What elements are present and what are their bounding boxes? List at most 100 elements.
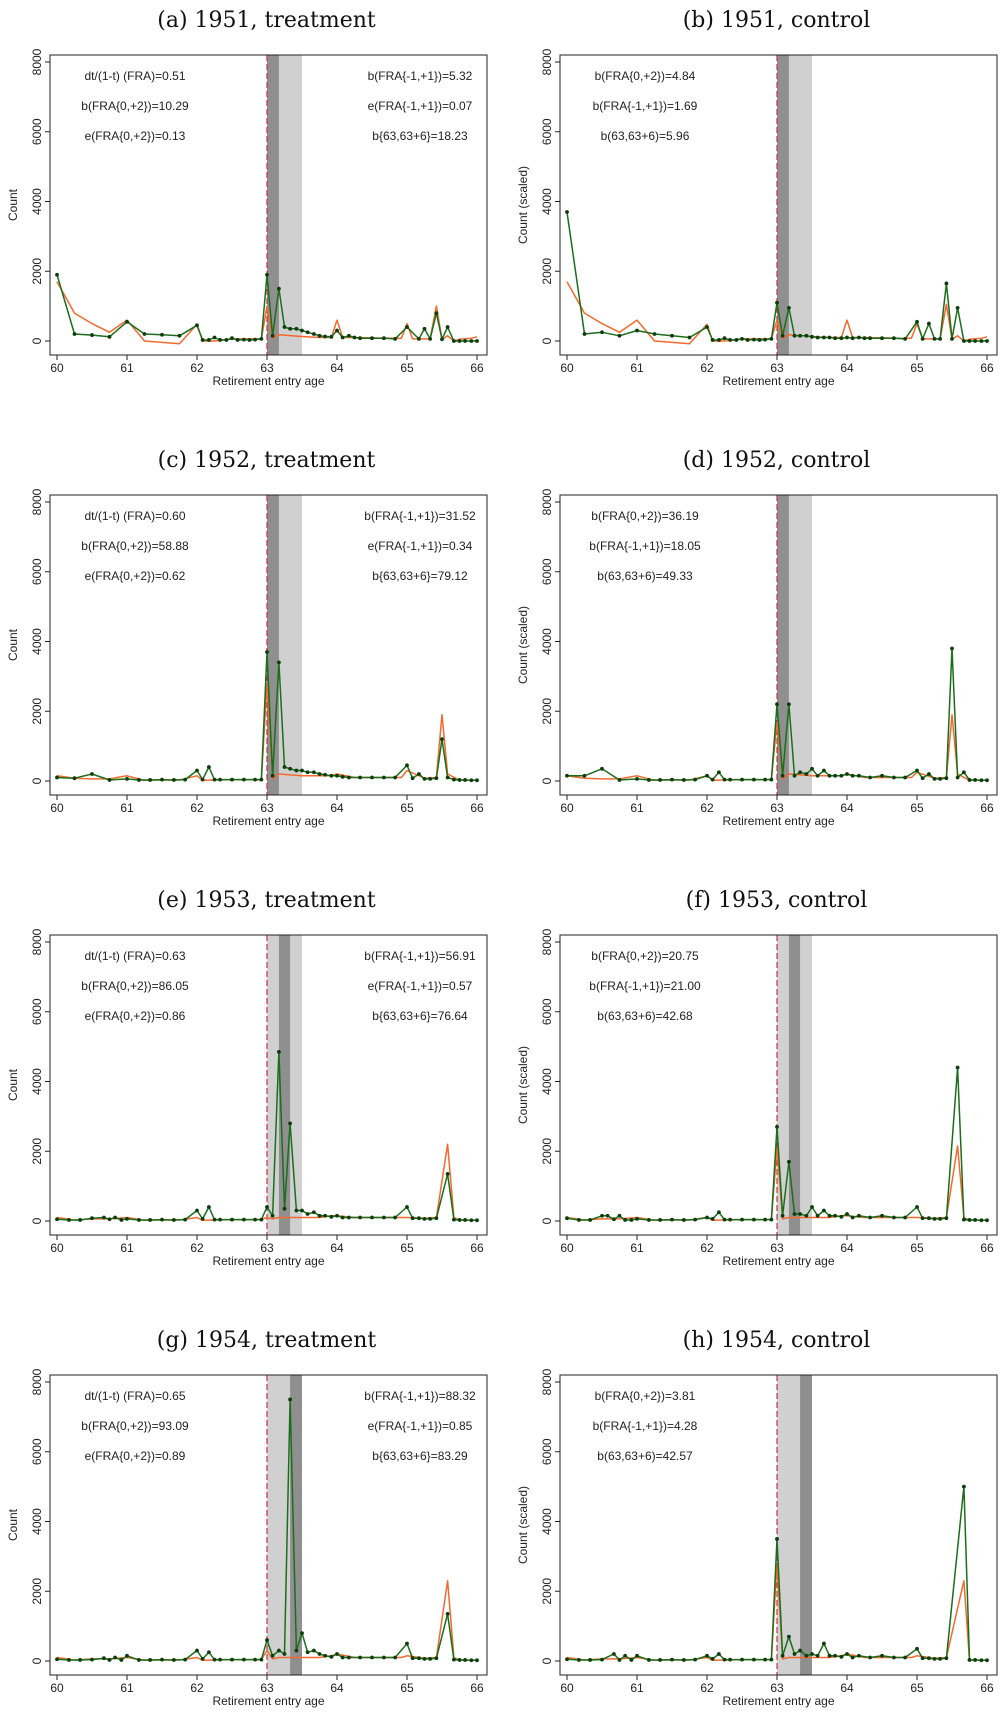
data-point <box>920 1216 925 1221</box>
data-point <box>973 778 977 782</box>
data-point <box>428 337 432 341</box>
plot-frame <box>559 1374 998 1676</box>
data-point <box>775 702 779 707</box>
x-axis-label: Retirement entry age <box>722 814 834 828</box>
annotation-left: b(FRA{0,+2})=86.05 <box>81 979 189 993</box>
data-point <box>588 1658 592 1662</box>
data-point <box>880 1213 884 1218</box>
data-point <box>815 1213 820 1218</box>
data-point <box>582 332 587 336</box>
data-point <box>775 300 779 305</box>
data-point <box>827 1213 832 1218</box>
data-point <box>405 1641 409 1646</box>
data-point <box>305 1212 310 1216</box>
data-point <box>305 330 310 335</box>
data-point <box>382 336 386 341</box>
data-point <box>329 334 334 339</box>
data-point <box>780 1653 785 1658</box>
data-point <box>253 1657 257 1662</box>
data-point <box>967 778 972 782</box>
data-point <box>277 1648 281 1653</box>
data-point <box>769 777 774 782</box>
annotation-right: b{63,63+6}=83.29 <box>372 1449 468 1463</box>
data-point <box>463 339 467 343</box>
data-point <box>148 1218 153 1222</box>
data-point <box>868 1655 872 1660</box>
data-point <box>160 1657 164 1662</box>
data-point <box>915 768 919 773</box>
data-point <box>658 778 662 782</box>
y-tick-label: 2000 <box>540 698 554 725</box>
y-tick-label: 4000 <box>30 628 44 655</box>
y-tick-label: 4000 <box>30 1508 44 1535</box>
x-axis-label: Retirement entry age <box>212 1254 324 1268</box>
data-point <box>728 777 732 782</box>
x-axis-label: Retirement entry age <box>722 1694 834 1708</box>
data-point <box>340 774 345 779</box>
data-point <box>710 1217 715 1221</box>
data-point <box>253 337 257 342</box>
data-point <box>903 775 907 780</box>
data-point <box>780 773 785 778</box>
annotation-left: e(FRA{0,+2})=0.89 <box>85 1449 186 1463</box>
data-point <box>107 1658 112 1662</box>
data-point <box>410 776 415 781</box>
data-point <box>218 1657 223 1662</box>
x-tick-label: 62 <box>700 361 714 375</box>
data-point <box>903 1655 907 1660</box>
data-point <box>740 337 744 341</box>
data-point <box>967 1658 972 1662</box>
x-tick-label: 62 <box>700 1241 714 1255</box>
y-tick-label: 0 <box>540 1657 554 1664</box>
x-tick-label: 66 <box>980 1241 994 1255</box>
data-point <box>393 775 397 780</box>
data-point <box>763 777 767 782</box>
chart-panel: (h) 1954, control 0 2000 4000 6000 8000 60 61 62… <box>516 1328 998 1708</box>
data-point <box>617 1213 622 1218</box>
data-point <box>125 1217 129 1221</box>
x-tick-label: 65 <box>400 361 414 375</box>
data-point <box>728 338 732 342</box>
data-point <box>90 772 94 776</box>
y-tick-label: 6000 <box>540 998 554 1025</box>
data-point <box>605 1213 610 1218</box>
series-line <box>56 273 477 342</box>
data-point <box>335 773 339 778</box>
data-point <box>722 1657 727 1662</box>
annotation-right: b{63,63+6}=76.64 <box>372 1009 468 1023</box>
data-point <box>55 272 59 277</box>
data-point <box>769 1217 774 1222</box>
data-point <box>218 1217 223 1222</box>
data-point <box>892 1215 896 1220</box>
data-point <box>862 336 867 341</box>
data-point <box>417 772 421 776</box>
data-point <box>752 777 756 782</box>
chart-title: (g) 1954, treatment <box>157 1328 377 1353</box>
data-point <box>565 773 569 778</box>
y-tick-label: 0 <box>30 1657 44 1664</box>
x-tick-label: 61 <box>120 1681 134 1695</box>
data-point <box>305 770 310 775</box>
data-point <box>728 1217 732 1222</box>
data-point <box>55 775 59 780</box>
data-point <box>810 1205 814 1209</box>
y-axis-label: Count (scaled) <box>516 1486 530 1564</box>
data-point <box>347 1215 351 1220</box>
data-point <box>277 660 281 665</box>
data-point <box>177 333 182 338</box>
data-point <box>457 1658 462 1662</box>
y-tick-label: 2000 <box>540 1138 554 1165</box>
plot-frame <box>559 934 998 1236</box>
annotation-left: dt/(1-t) (FRA)=0.51 <box>84 69 185 83</box>
data-point <box>358 336 362 341</box>
data-point <box>722 777 727 782</box>
data-point <box>950 337 954 341</box>
x-tick-label: 61 <box>630 1681 644 1695</box>
data-point <box>340 335 345 340</box>
data-point <box>582 773 587 778</box>
y-tick-label: 6000 <box>30 558 44 585</box>
data-point <box>600 766 604 771</box>
data-point <box>973 1218 977 1222</box>
data-point <box>652 332 657 336</box>
data-point <box>850 1215 855 1220</box>
